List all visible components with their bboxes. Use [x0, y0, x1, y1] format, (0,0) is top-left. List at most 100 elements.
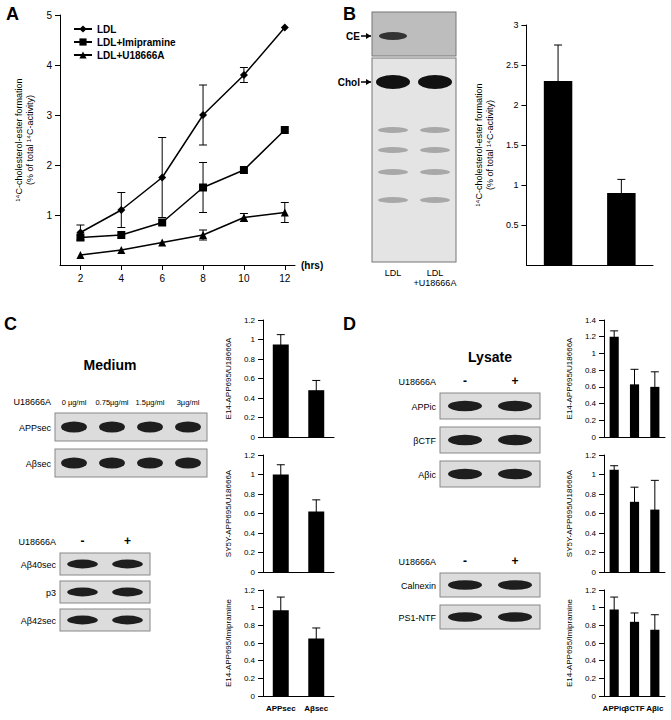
svg-text:1: 1: [592, 470, 597, 479]
svg-text:1.2: 1.2: [244, 316, 256, 325]
svg-text:SY5Y-APP695/U18666A: SY5Y-APP695/U18666A: [565, 469, 574, 557]
svg-text:E14-APP695/U18666A: E14-APP695/U18666A: [565, 337, 574, 420]
svg-text:SY5Y-APP695/U18666A: SY5Y-APP695/U18666A: [224, 469, 233, 557]
svg-text:2: 2: [78, 273, 84, 284]
svg-text:Calnexin: Calnexin: [401, 581, 436, 591]
svg-text:0.8: 0.8: [585, 621, 597, 630]
svg-text:LDL+Imipramine: LDL+Imipramine: [97, 37, 176, 48]
svg-text:1.4: 1.4: [585, 316, 597, 325]
svg-text:-: -: [81, 534, 85, 548]
svg-text:0.2: 0.2: [585, 548, 597, 557]
svg-text:1.2: 1.2: [585, 451, 597, 460]
svg-text:0.8: 0.8: [244, 355, 256, 364]
svg-text:2.5: 2.5: [506, 60, 519, 70]
svg-text:0.4: 0.4: [244, 394, 256, 403]
svg-text:0.6: 0.6: [585, 639, 597, 648]
svg-text:E14-APP695/U18666A: E14-APP695/U18666A: [224, 337, 233, 420]
svg-text:Lysate: Lysate: [468, 349, 512, 365]
svg-text:¹⁴C-cholesterol-ester formatio: ¹⁴C-cholesterol-ester formation: [474, 84, 484, 207]
svg-text:+: +: [511, 554, 518, 568]
svg-text:1: 1: [592, 349, 597, 358]
svg-text:3: 3: [513, 20, 518, 30]
svg-text:Medium: Medium: [84, 357, 137, 373]
svg-text:1.2: 1.2: [244, 586, 256, 595]
svg-text:U18666A: U18666A: [18, 537, 56, 547]
svg-text:Aβ42sec: Aβ42sec: [21, 616, 57, 626]
svg-text:-: -: [463, 374, 467, 388]
svg-text:0.8: 0.8: [585, 490, 597, 499]
svg-text:1.2: 1.2: [585, 586, 597, 595]
svg-text:(% of total ¹⁴C-activity): (% of total ¹⁴C-activity): [25, 95, 35, 185]
svg-text:0: 0: [251, 433, 256, 442]
svg-text:LDL+U18666A: LDL+U18666A: [414, 268, 457, 288]
svg-text:D: D: [343, 314, 356, 334]
svg-text:U18666A: U18666A: [13, 397, 51, 407]
svg-text:0: 0: [592, 568, 597, 577]
svg-text:0.4: 0.4: [585, 656, 597, 665]
svg-text:0.2: 0.2: [244, 548, 256, 557]
svg-text:U18666A: U18666A: [398, 377, 436, 387]
svg-text:0.4: 0.4: [244, 656, 256, 665]
svg-text:5: 5: [46, 10, 52, 21]
svg-text:0.4: 0.4: [585, 529, 597, 538]
svg-text:Chol: Chol: [338, 77, 360, 88]
svg-text:1.2: 1.2: [244, 451, 256, 460]
svg-text:0.75µg/ml: 0.75µg/ml: [95, 398, 128, 407]
svg-text:0.6: 0.6: [585, 382, 597, 391]
svg-text:1: 1: [46, 210, 52, 221]
svg-text:2: 2: [513, 100, 518, 110]
svg-text:0.8: 0.8: [585, 366, 597, 375]
svg-text:APPsec: APPsec: [19, 423, 52, 433]
svg-text:8: 8: [200, 273, 206, 284]
svg-text:+: +: [511, 374, 518, 388]
svg-text:E14-APP695/Imipramine: E14-APP695/Imipramine: [565, 598, 574, 687]
svg-text:+: +: [124, 534, 131, 548]
svg-text:10: 10: [238, 273, 250, 284]
svg-text:0.6: 0.6: [585, 509, 597, 518]
svg-text:0.6: 0.6: [244, 639, 256, 648]
svg-text:0.2: 0.2: [585, 416, 597, 425]
svg-text:LDL+U18666A: LDL+U18666A: [97, 50, 165, 61]
svg-text:Aβsec: Aβsec: [26, 459, 52, 469]
svg-text:0.4: 0.4: [585, 399, 597, 408]
svg-text:CE: CE: [346, 31, 360, 42]
svg-text:Aβic: Aβic: [646, 704, 664, 713]
svg-text:βCTF: βCTF: [624, 704, 645, 713]
svg-text:0: 0: [592, 433, 597, 442]
svg-text:LDL: LDL: [385, 268, 402, 278]
svg-text:0.2: 0.2: [585, 674, 597, 683]
svg-text:APPic: APPic: [411, 402, 436, 412]
svg-text:0.2: 0.2: [244, 674, 256, 683]
svg-text:A: A: [6, 4, 19, 24]
svg-text:¹⁴C-cholesterol-ester formatio: ¹⁴C-cholesterol-ester formation: [14, 79, 24, 202]
svg-text:0.8: 0.8: [244, 621, 256, 630]
svg-text:1.2: 1.2: [585, 332, 597, 341]
svg-text:1: 1: [251, 470, 256, 479]
svg-text:0.5: 0.5: [506, 220, 519, 230]
svg-text:1.5µg/ml: 1.5µg/ml: [136, 398, 165, 407]
svg-text:4: 4: [46, 60, 52, 71]
svg-text:C: C: [4, 314, 17, 334]
svg-text:2: 2: [46, 160, 52, 171]
svg-text:βCTF: βCTF: [413, 436, 436, 446]
svg-text:0 µg/ml: 0 µg/ml: [62, 398, 87, 407]
svg-text:3µg/ml: 3µg/ml: [177, 398, 200, 407]
svg-text:4: 4: [119, 273, 125, 284]
svg-text:0.6: 0.6: [244, 374, 256, 383]
svg-text:APPsec: APPsec: [266, 704, 296, 713]
svg-text:6: 6: [159, 273, 165, 284]
svg-text:Aβ40sec: Aβ40sec: [21, 560, 57, 570]
svg-text:1: 1: [513, 180, 518, 190]
svg-text:(% of total ¹⁴C-activity): (% of total ¹⁴C-activity): [485, 100, 495, 190]
svg-text:Aβsec: Aβsec: [304, 704, 329, 713]
svg-text:1.5: 1.5: [506, 140, 519, 150]
svg-text:0: 0: [251, 692, 256, 701]
svg-text:-: -: [463, 554, 467, 568]
svg-text:U18666A: U18666A: [398, 557, 436, 567]
svg-text:1: 1: [251, 603, 256, 612]
svg-text:PS1-NTF: PS1-NTF: [398, 613, 436, 623]
svg-text:12: 12: [279, 273, 291, 284]
svg-text:1: 1: [592, 603, 597, 612]
svg-text:p3: p3: [46, 588, 56, 598]
svg-text:0: 0: [251, 568, 256, 577]
